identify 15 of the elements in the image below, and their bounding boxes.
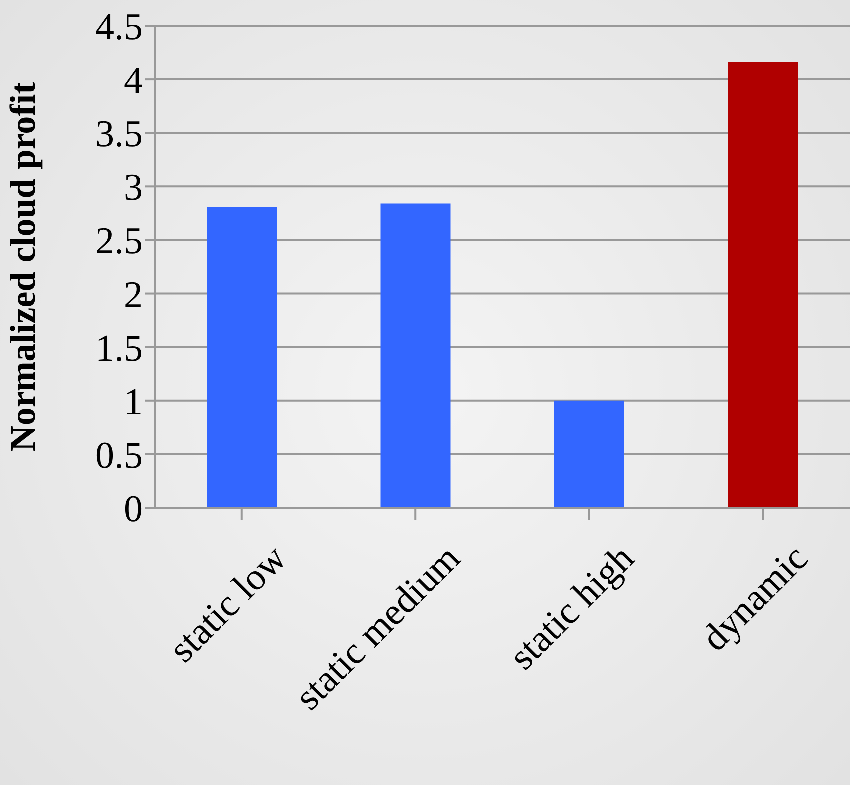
bar	[554, 400, 624, 508]
y-tick-label: 2	[124, 274, 143, 316]
y-tick-label: 0	[124, 488, 143, 530]
bar	[728, 62, 798, 508]
y-tick-label: 0.5	[96, 434, 143, 477]
bar	[380, 204, 451, 508]
y-tick-label: 4	[124, 60, 143, 102]
y-tick-label: 2.5	[96, 220, 143, 263]
y-tick-label: 3	[124, 167, 143, 210]
y-tick-label: 3.5	[96, 114, 143, 156]
bar	[207, 207, 277, 508]
y-tick-label: 1.5	[96, 328, 143, 370]
y-axis-title: Normalized cloud profit	[2, 82, 43, 452]
y-tick-label: 1	[124, 381, 143, 424]
y-tick-label: 4.5	[96, 6, 143, 48]
